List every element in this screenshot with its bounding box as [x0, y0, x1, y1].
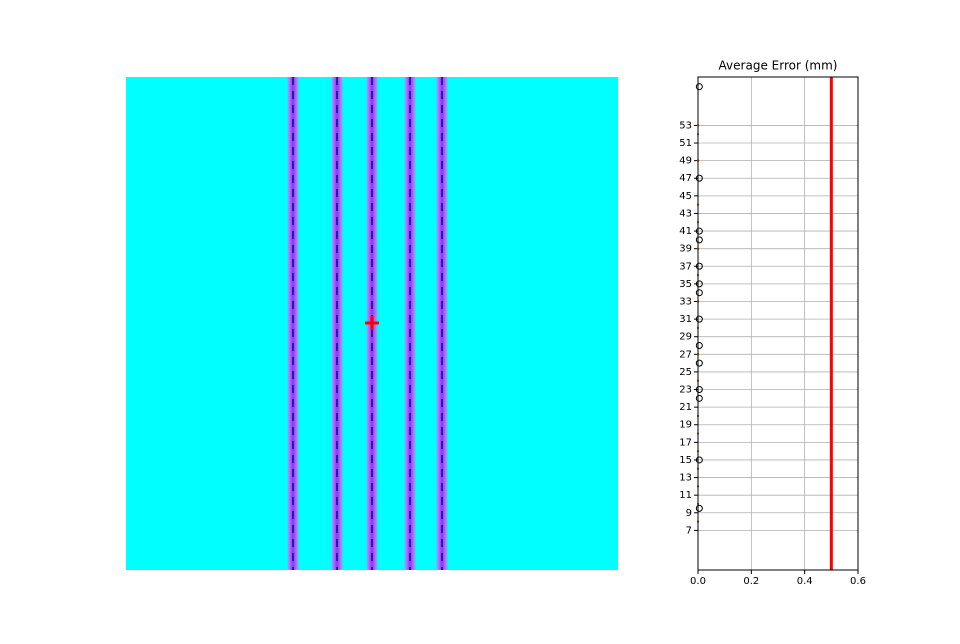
point: [695, 280, 703, 288]
y-tick-label: 47: [679, 173, 692, 184]
point: [695, 394, 703, 402]
point: [695, 236, 703, 244]
x-tick-label: 0.0: [690, 576, 706, 587]
stripe: [287, 77, 299, 570]
point: [695, 262, 703, 270]
point: [695, 359, 703, 367]
stripes: [287, 77, 448, 570]
point: [695, 456, 703, 464]
y-tick-label: 17: [679, 437, 692, 448]
y-tick-label: 37: [679, 261, 692, 272]
y-tick-label: 45: [679, 191, 692, 202]
y-tick-label: 19: [679, 420, 692, 431]
y-tick-label: 31: [679, 314, 692, 325]
y-tick-label: 25: [679, 367, 692, 378]
y-tick-label: 9: [686, 508, 692, 519]
x-tick-label: 0.6: [850, 576, 866, 587]
y-tick-label: 27: [679, 349, 692, 360]
y-tick-label: 15: [679, 455, 692, 466]
point: [695, 386, 703, 394]
image-panel: [126, 77, 618, 570]
point: [695, 342, 703, 350]
y-tick-label: 51: [679, 138, 692, 149]
point: [695, 315, 703, 323]
point: [695, 174, 703, 182]
point: [695, 289, 703, 297]
y-tick-label: 23: [679, 385, 692, 396]
y-tick-label: 13: [679, 473, 692, 484]
stripe: [404, 77, 416, 570]
crosshair: [365, 316, 379, 330]
y-tick-label: 49: [679, 156, 692, 167]
stripe: [331, 77, 343, 570]
y-tick-label: 53: [679, 120, 692, 131]
y-tick-label: 41: [679, 226, 692, 237]
x-tick-label: 0.4: [797, 576, 813, 587]
point: [695, 504, 703, 512]
y-tick-label: 29: [679, 332, 692, 343]
y-tick-label: 33: [679, 296, 692, 307]
y-tick-label: 39: [679, 244, 692, 255]
x-tick-label: 0.2: [743, 576, 759, 587]
y-tick-label: 35: [679, 279, 692, 290]
y-tick-label: 43: [679, 208, 692, 219]
point: [695, 83, 703, 91]
plot-frame: [697, 76, 859, 571]
y-tick-label: 21: [679, 402, 692, 413]
chart-title: Average Error (mm): [719, 59, 838, 73]
y-tick-label: 7: [686, 525, 692, 536]
stripe: [436, 77, 448, 570]
point: [695, 227, 703, 235]
y-tick-label: 11: [679, 490, 692, 501]
